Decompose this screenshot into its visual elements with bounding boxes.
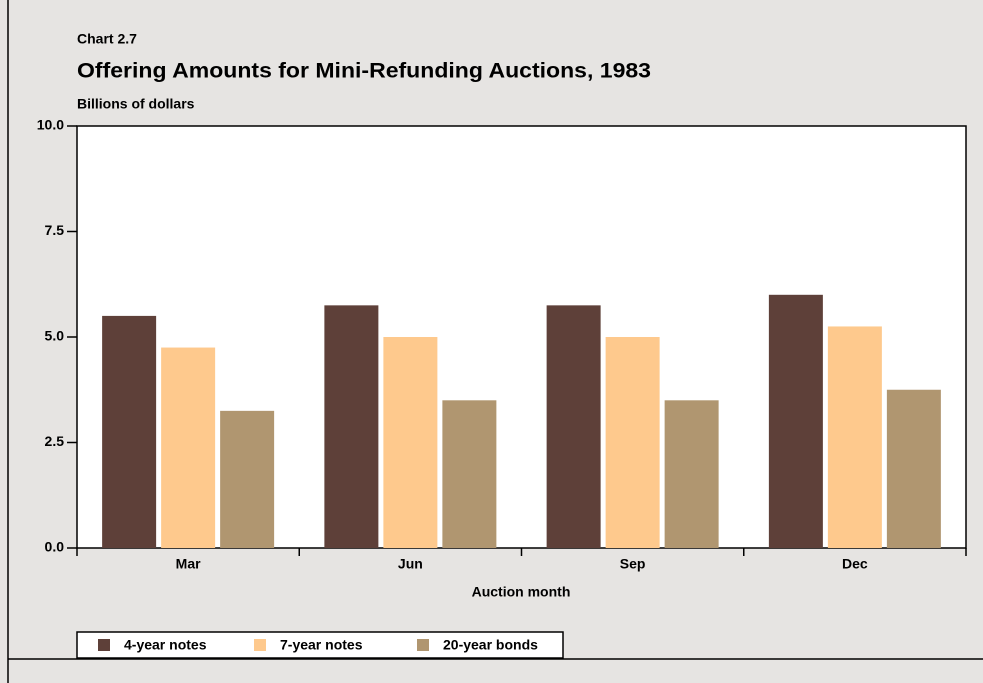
bar — [768, 294, 823, 548]
y-tick-label: 5.0 — [45, 328, 65, 344]
y-axis-label: Billions of dollars — [77, 96, 195, 112]
bar — [383, 337, 438, 548]
y-tick-label: 0.0 — [45, 539, 65, 555]
chart-label: Chart 2.7 — [77, 31, 137, 47]
bar — [827, 326, 882, 548]
x-tick-label: Jun — [398, 556, 423, 572]
legend-label: 4-year notes — [124, 637, 207, 653]
x-tick-label: Mar — [176, 556, 201, 572]
bar — [886, 389, 941, 548]
y-tick-label: 2.5 — [45, 433, 65, 449]
bar — [546, 305, 601, 548]
y-tick-label: 7.5 — [45, 222, 65, 238]
bar — [442, 400, 497, 548]
bar — [102, 315, 157, 548]
x-tick-label: Dec — [842, 556, 868, 572]
bar — [605, 337, 660, 548]
legend-label: 20-year bonds — [443, 637, 538, 653]
legend-swatch — [417, 639, 429, 651]
x-axis-label: Auction month — [472, 584, 571, 600]
legend-label: 7-year notes — [280, 637, 363, 653]
legend-swatch — [98, 639, 110, 651]
bar — [664, 400, 719, 548]
bar — [220, 410, 275, 548]
bar — [324, 305, 379, 548]
legend-swatch — [254, 639, 266, 651]
legend-box — [76, 631, 564, 659]
x-tick-label: Sep — [620, 556, 646, 572]
chart-title: Offering Amounts for Mini-Refunding Auct… — [77, 60, 651, 83]
y-tick-label: 10.0 — [37, 117, 64, 133]
bar — [161, 347, 216, 548]
